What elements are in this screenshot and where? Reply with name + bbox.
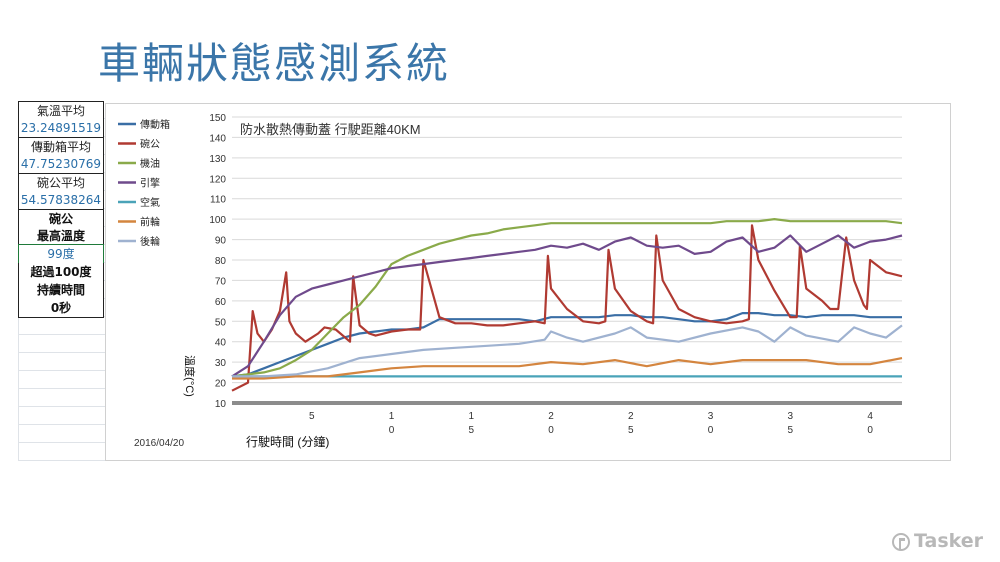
y-tick-label: 40: [215, 338, 227, 349]
x-tick-label: 4: [867, 411, 873, 422]
bowl-max-label-line1: 碗公: [18, 209, 104, 228]
x-tick-label: 2: [548, 411, 554, 422]
legend-label: 後輪: [140, 235, 160, 248]
legend-label: 碗公: [140, 138, 160, 151]
y-tick-label: 90: [215, 236, 227, 247]
y-tick-label: 120: [209, 174, 226, 185]
x-tick-label: 1: [469, 411, 475, 422]
legend-label: 引擎: [140, 177, 160, 190]
y-tick-label: 80: [215, 256, 227, 267]
air-temp-avg-label: 氣溫平均: [18, 101, 104, 120]
y-tick-label: 70: [215, 276, 227, 287]
tasker-logo-text: Tasker: [914, 530, 984, 552]
gearbox-avg-value: 47.75230769: [18, 155, 104, 174]
x-tick-label: 0: [548, 425, 554, 436]
tasker-logo: Tasker: [892, 530, 983, 552]
series-line: [231, 224, 903, 392]
y-axis-label: 溫度(°C): [183, 355, 197, 397]
y-tick-label: 30: [215, 358, 227, 369]
gearbox-avg-label: 傳動箱平均: [18, 137, 104, 156]
series-line: [231, 234, 903, 378]
x-tick-label: 5: [469, 425, 475, 436]
air-temp-avg-value: 23.24891519: [18, 119, 104, 138]
x-tick-label: 5: [309, 411, 315, 422]
chart-title: 防水散熱傳動蓋 行駛距離40KM: [240, 122, 421, 137]
x-tick-label: 0: [867, 425, 873, 436]
legend-label: 傳動箱: [140, 118, 170, 131]
x-tick-label: 3: [788, 411, 794, 422]
series-line: [232, 324, 903, 378]
x-tick-label: 1: [389, 411, 395, 422]
spreadsheet-panel: 氣溫平均 23.24891519 傳動箱平均 47.75230769 碗公平均 …: [18, 101, 105, 461]
y-tick-label: 110: [210, 195, 226, 206]
over-100-value: 0秒: [18, 299, 104, 318]
x-tick-label: 3: [708, 411, 714, 422]
legend-label: 機油: [140, 157, 160, 170]
bowl-max-value: 99度: [18, 244, 104, 264]
date-label: 2016/04/20: [134, 438, 184, 449]
x-tick-label: 0: [389, 425, 395, 436]
y-tick-label: 100: [209, 215, 226, 226]
x-tick-label: 2: [628, 411, 634, 422]
y-tick-label: 60: [215, 297, 227, 308]
y-tick-label: 150: [209, 113, 226, 124]
series-line: [232, 357, 903, 380]
x-tick-label: 5: [788, 425, 794, 436]
series-line: [231, 217, 903, 378]
slide-title: 車輛狀態感測系統: [98, 39, 451, 88]
chart-frame: 10 20 30 40 50 60 70 80 90 100 110 120 130 140 150 5 1 0 1…: [105, 103, 951, 461]
bowl-avg-label: 碗公平均: [18, 173, 104, 192]
bowl-max-label-line2: 最高溫度: [18, 227, 104, 245]
legend-label: 前輪: [140, 216, 160, 229]
bowl-avg-value: 54.57838264: [18, 191, 104, 210]
y-tick-label: 10: [215, 399, 227, 410]
over-100-label-line2: 持續時間: [18, 281, 104, 299]
y-tick-label: 20: [215, 379, 227, 390]
x-tick-label: 5: [628, 425, 634, 436]
y-tick-label: 140: [209, 133, 226, 144]
over-100-label-line1: 超過100度: [18, 263, 104, 281]
x-tick-label: 0: [708, 425, 714, 436]
y-tick-label: 130: [209, 154, 226, 165]
tasker-logo-icon: [892, 533, 910, 551]
legend-label: 空氣: [140, 196, 160, 209]
y-tick-label: 50: [215, 317, 227, 328]
x-axis-label: 行駛時間 (分鐘): [246, 434, 329, 449]
